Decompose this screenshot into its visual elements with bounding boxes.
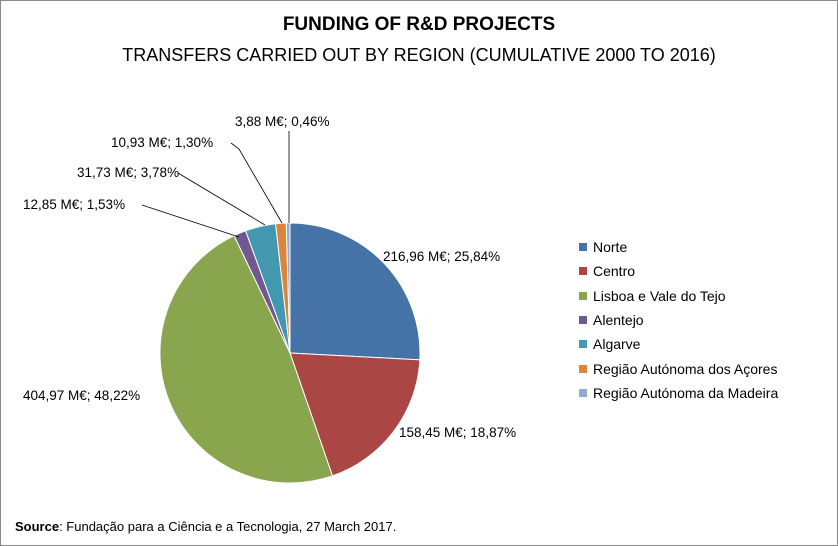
data-label: 216,96 M€; 25,84% (383, 249, 500, 264)
legend-label: Lisboa e Vale do Tejo (593, 287, 726, 304)
data-label: 12,85 M€; 1,53% (23, 197, 125, 212)
legend-label: Região Autónoma da Madeira (593, 384, 779, 401)
leader-line (141, 204, 240, 238)
chart-legend: Norte Centro Lisboa e Vale do Tejo Alentejo… (579, 235, 778, 405)
chart-subtitle: TRANSFERS CARRIED OUT BY REGION (CUMULAT… (122, 45, 716, 65)
legend-label: Algarve (593, 336, 641, 353)
legend-label: Norte (593, 239, 628, 256)
legend-item: Lisboa e Vale do Tejo (579, 284, 778, 308)
pie-slice-centro (289, 352, 421, 477)
leader-line (177, 172, 266, 226)
legend-swatch (579, 243, 587, 252)
legend-swatch (579, 291, 587, 300)
chart-title: FUNDING OF R&D PROJECTS (282, 14, 556, 35)
legend-item: Norte (579, 235, 778, 259)
data-label: 10,93 M€; 1,30% (111, 135, 213, 150)
legend-label: Alentejo (593, 312, 644, 329)
pie-slice-norte (289, 222, 421, 361)
data-label: 158,45 M€; 18,87% (399, 425, 516, 440)
data-label: 3,88 M€; 0,46% (235, 114, 330, 129)
legend-item: Centro (579, 259, 778, 283)
legend-swatch (579, 316, 587, 325)
legend-swatch (579, 340, 587, 349)
data-label: 31,73 M€; 3,78% (77, 165, 179, 180)
pie-slice-regi-o-aut-noma-da-madeira (285, 222, 291, 354)
legend-item: Alentejo (579, 308, 778, 332)
legend-swatch (579, 364, 587, 373)
legend-item: Algarve (579, 332, 778, 356)
legend-label: Centro (593, 263, 636, 280)
source-prefix: Source (15, 519, 60, 534)
source-note: Source: Fundação para a Ciência e a Tecn… (15, 519, 396, 534)
legend-label: Região Autónoma dos Açores (593, 360, 778, 377)
legend-item: Região Autónoma dos Açores (579, 356, 778, 380)
leader-line (230, 142, 283, 224)
source-text: : Fundação para a Ciência e a Tecnologia… (59, 519, 397, 534)
legend-swatch (579, 388, 587, 397)
legend-swatch (579, 267, 587, 276)
legend-item: Região Autónoma da Madeira (579, 381, 778, 405)
pie-slice-lisboa-e-vale-do-tejo (159, 234, 334, 484)
data-label: 404,97 M€; 48,22% (23, 388, 140, 403)
